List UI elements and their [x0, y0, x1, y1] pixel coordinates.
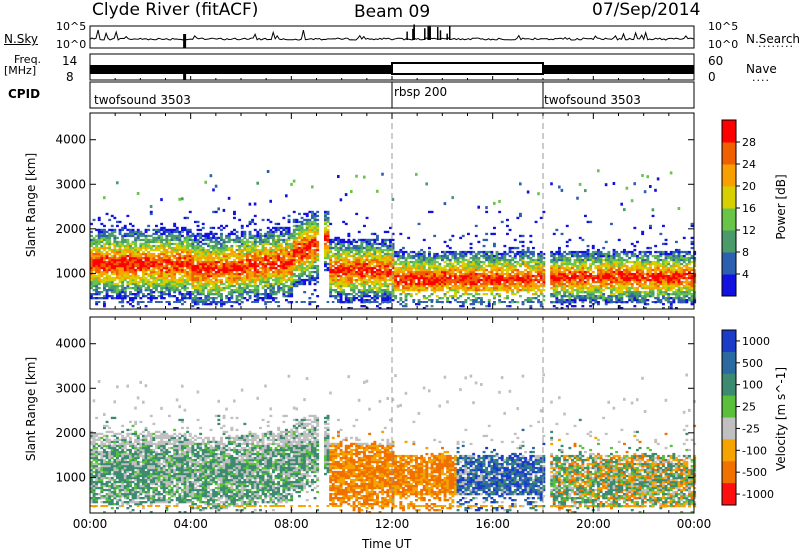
freq-band-rbsp: [391, 62, 544, 75]
station-title: Clyde River (fitACF): [92, 0, 259, 20]
power-colorbar-tick-label: 8: [742, 246, 749, 259]
y-tick-label: 2000: [55, 426, 86, 440]
velocity-ylabel: Slant Range [km]: [24, 356, 38, 462]
x-tick-label: 00:00: [73, 517, 108, 531]
nave-tick-bottom: 0: [708, 70, 716, 84]
velocity-colorbar-swatch: [722, 439, 736, 462]
velocity-colorbar-swatch: [722, 417, 736, 440]
velocity-colorbar-tick-label: -1000: [742, 488, 774, 501]
nave-legend-dots: ····: [752, 74, 770, 87]
velocity-colorbar-tick-label: -500: [742, 466, 767, 479]
date-title: 07/Sep/2014: [592, 0, 701, 20]
freq-gap-marker: [183, 70, 187, 80]
velocity-colorbar-tick-label: -25: [742, 422, 760, 435]
velocity-colorbar-tick-label: 100: [742, 379, 763, 392]
power-colorbar-swatch: [722, 230, 736, 253]
nsky-gap-marker: [183, 34, 187, 48]
y-tick-label: 3000: [55, 381, 86, 395]
power-colorbar-swatch: [722, 142, 736, 165]
velocity-colorbar-swatch: [722, 483, 736, 506]
power-colorbar-swatch: [722, 164, 736, 187]
freq-band: [90, 65, 392, 74]
velocity-colorbar-swatch: [722, 373, 736, 397]
power-colorbar-swatch: [722, 120, 736, 143]
velocity-colorbar-swatch: [722, 395, 736, 418]
nave-tick-top: 60: [708, 54, 724, 68]
velocity-colorbar-swatch: [722, 461, 736, 484]
cpid-segment-label: twofsound 3503: [544, 93, 641, 107]
nsky-tick-bottom: 10^0: [56, 38, 87, 51]
power-colorbar-tick-label: 24: [742, 158, 756, 171]
velocity-colorbar-tick-label: 500: [742, 357, 763, 370]
power-colorbar-tick-label: 4: [742, 268, 749, 281]
x-tick-label: 16:00: [475, 517, 510, 531]
freq-band: [543, 65, 694, 74]
nsky-label: N.Sky: [4, 32, 39, 46]
power-colorbar-swatch: [722, 208, 736, 231]
nsearch-tick-top: 10^5: [708, 20, 739, 33]
x-tick-label: 12:00: [375, 517, 410, 531]
y-tick-label: 1000: [55, 470, 86, 484]
y-tick-label: 1000: [55, 266, 86, 280]
velocity-colorbar-swatch: [722, 330, 736, 353]
nsearch-label: N.Search: [746, 32, 800, 46]
velocity-colorbar-tick-label: 25: [742, 401, 756, 414]
power-heatmap-cells: [90, 169, 697, 310]
beam-title: Beam 09: [354, 2, 431, 22]
velocity-heatmap-cells: [90, 373, 697, 514]
y-tick-label: 4000: [55, 133, 86, 147]
nsearch-legend-dots: ········: [758, 40, 794, 53]
power-colorbar-tick-label: 20: [742, 180, 756, 193]
power-colorbar-swatch: [722, 252, 736, 275]
x-tick-label: 00:00: [677, 517, 712, 531]
velocity-colorbar-tick-label: 1000: [742, 335, 770, 348]
x-tick-label: 20:00: [576, 517, 611, 531]
freq-tick-top: 14: [62, 54, 78, 68]
velocity-colorbar-frame: [721, 329, 737, 506]
power-colorbar-swatch: [722, 274, 736, 297]
y-tick-label: 2000: [55, 222, 86, 236]
cpid-segment-label: rbsp 200: [394, 85, 448, 99]
nsearch-tick-bottom: 10^0: [708, 38, 739, 51]
velocity-colorbar-tick-label: -100: [742, 444, 767, 457]
power-ylabel: Slant Range [km]: [24, 152, 38, 258]
freq-tick-bottom: 8: [66, 70, 74, 84]
nsky-panel-frame: [89, 25, 695, 49]
cpid-segment-label: twofsound 3503: [94, 93, 191, 107]
nave-label: Nave: [746, 62, 777, 76]
power-colorbar-tick-label: 16: [742, 202, 756, 215]
x-tick-label: 08:00: [274, 517, 309, 531]
y-tick-label: 3000: [55, 177, 86, 191]
x-tick-label: 04:00: [173, 517, 208, 531]
velocity-colorbar-label: Velocity [m s^-1]: [774, 366, 788, 472]
power-colorbar-tick-label: 12: [742, 224, 756, 237]
power-colorbar-label: Power [dB]: [774, 174, 788, 240]
x-axis-label: Time UT: [362, 537, 412, 551]
power-colorbar-swatch: [722, 186, 736, 209]
cpid-label: CPID: [8, 87, 41, 101]
y-tick-label: 4000: [55, 337, 86, 351]
velocity-colorbar-swatch: [722, 351, 736, 375]
nsky-tick-top: 10^5: [56, 20, 87, 33]
freq-label: Freq.: [14, 53, 42, 66]
nsky-trace: [89, 29, 695, 41]
power-colorbar-tick-label: 28: [742, 136, 756, 149]
freq-unit: [MHz]: [4, 64, 37, 77]
